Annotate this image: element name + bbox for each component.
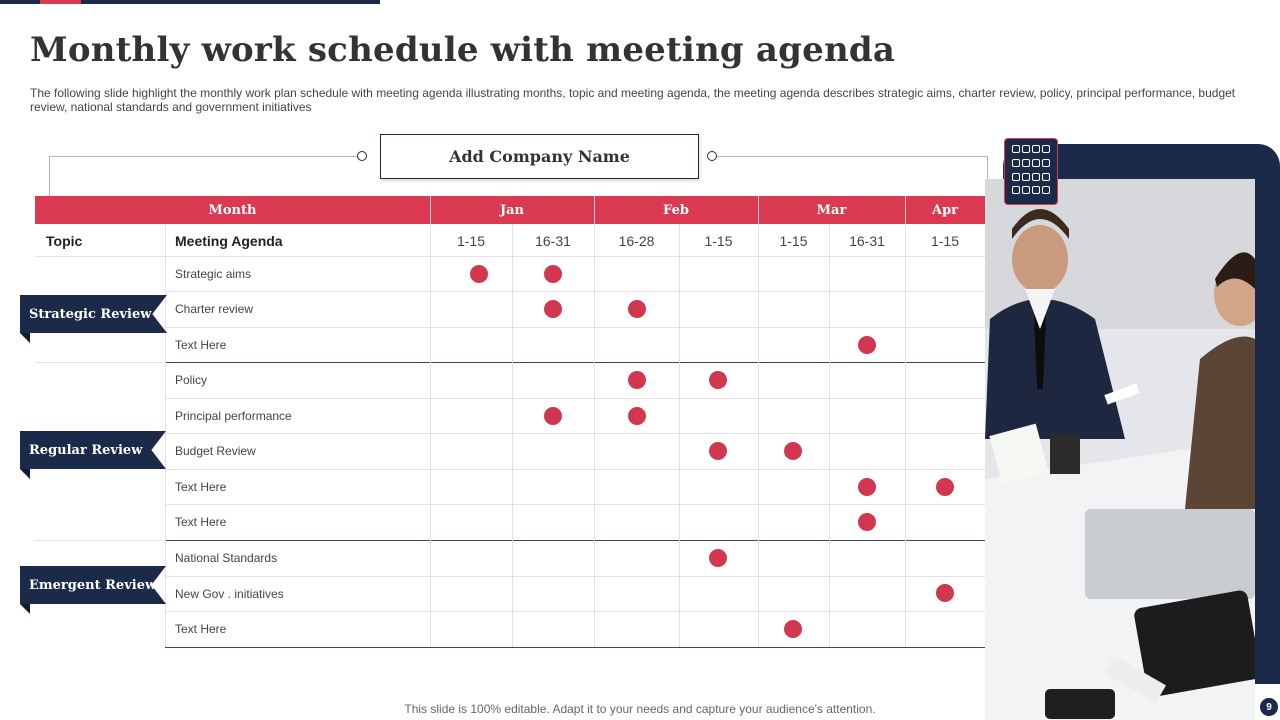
schedule-dot (628, 371, 646, 390)
row-divider (165, 327, 985, 328)
period-header: 16-31 (849, 233, 885, 249)
agenda-item: Budget Review (175, 444, 256, 458)
table-header-bar (35, 196, 985, 224)
period-header: 16-28 (618, 233, 655, 249)
column-divider (679, 224, 680, 647)
schedule-dot (628, 300, 646, 319)
schedule-dot (709, 371, 727, 390)
agenda-item: National Standards (175, 551, 278, 565)
slide-description: The following slide highlight the monthl… (30, 86, 1236, 114)
period-header: 1-15 (704, 233, 733, 249)
month-header: Month (208, 202, 257, 218)
schedule-dot (709, 442, 727, 461)
schedule-dot (858, 477, 876, 496)
column-divider (165, 224, 166, 647)
company-name-box[interactable]: Add Company Name (380, 134, 699, 179)
header-divider (905, 196, 906, 224)
footer-note: This slide is 100% editable. Adapt it to… (0, 702, 1280, 716)
agenda-item: Charter review (175, 302, 254, 316)
column-divider (905, 224, 906, 647)
schedule-dot (709, 548, 727, 567)
ribbon-fold (20, 333, 30, 343)
schedule-dot (628, 406, 646, 425)
agenda-item: Text Here (175, 622, 227, 636)
header-divider (594, 196, 595, 224)
row-divider (165, 469, 985, 470)
top-accent-red (40, 0, 81, 4)
connector-line-right (712, 156, 988, 196)
agenda-item: New Gov . initiatives (175, 587, 284, 601)
column-divider (430, 224, 431, 647)
agenda-item: Text Here (175, 338, 227, 352)
row-divider (35, 256, 985, 257)
schedule-dot (544, 300, 562, 319)
group-divider (165, 540, 985, 541)
grid-icon (1004, 138, 1058, 205)
schedule-dot (784, 619, 802, 638)
topic-header: Topic (46, 233, 83, 249)
row-divider (165, 576, 985, 577)
period-header: 1-15 (930, 233, 960, 249)
connector-ring-left (357, 151, 367, 161)
schedule-dot (936, 584, 954, 603)
header-divider (758, 196, 759, 224)
agenda-header: Meeting Agenda (175, 233, 283, 249)
period-header: 16-31 (535, 233, 571, 249)
group-label-emergent-review: Emergent Review (20, 566, 166, 604)
row-divider (165, 611, 985, 612)
agenda-item: Strategic aims (175, 267, 252, 281)
group-label-strategic-review: Strategic Review (20, 295, 167, 333)
schedule-dot (858, 513, 876, 532)
row-divider (165, 433, 985, 434)
schedule-dot (784, 442, 802, 461)
month-apr: Apr (931, 202, 959, 218)
group-divider (165, 647, 985, 648)
connector-line-left (49, 156, 362, 196)
agenda-item: Principal performance (175, 409, 292, 423)
row-divider (165, 291, 985, 292)
schedule-dot (544, 406, 562, 425)
agenda-item: Text Here (175, 515, 227, 529)
row-divider (35, 362, 165, 363)
ribbon-fold (20, 469, 30, 479)
business-meeting-photo (985, 179, 1255, 720)
agenda-item: Policy (175, 373, 208, 387)
row-divider (165, 398, 985, 399)
column-divider (758, 224, 759, 647)
schedule-dot (936, 477, 954, 496)
agenda-item: Text Here (175, 480, 227, 494)
month-jan: Jan (499, 202, 525, 218)
column-divider (829, 224, 830, 647)
top-accent-bar (0, 0, 380, 4)
page-number: 9 (1258, 696, 1280, 718)
column-divider (594, 224, 595, 647)
period-header: 1-15 (779, 233, 808, 249)
period-header: 1-15 (456, 233, 486, 249)
row-divider (165, 504, 985, 505)
header-divider (430, 196, 431, 224)
schedule-dot (544, 264, 562, 283)
schedule-dot (470, 264, 488, 283)
month-mar: Mar (816, 202, 847, 218)
column-divider (512, 224, 513, 647)
group-divider (165, 362, 985, 363)
schedule-dot (858, 335, 876, 354)
month-feb: Feb (663, 202, 689, 218)
connector-ring-right (707, 151, 717, 161)
ribbon-fold (20, 604, 30, 614)
slide-title: Monthly work schedule with meeting agend… (30, 30, 896, 70)
footer-text: This slide is 100% editable. Adapt it to… (404, 702, 876, 716)
row-divider (35, 540, 165, 541)
group-label-regular-review: Regular Review (20, 431, 166, 469)
